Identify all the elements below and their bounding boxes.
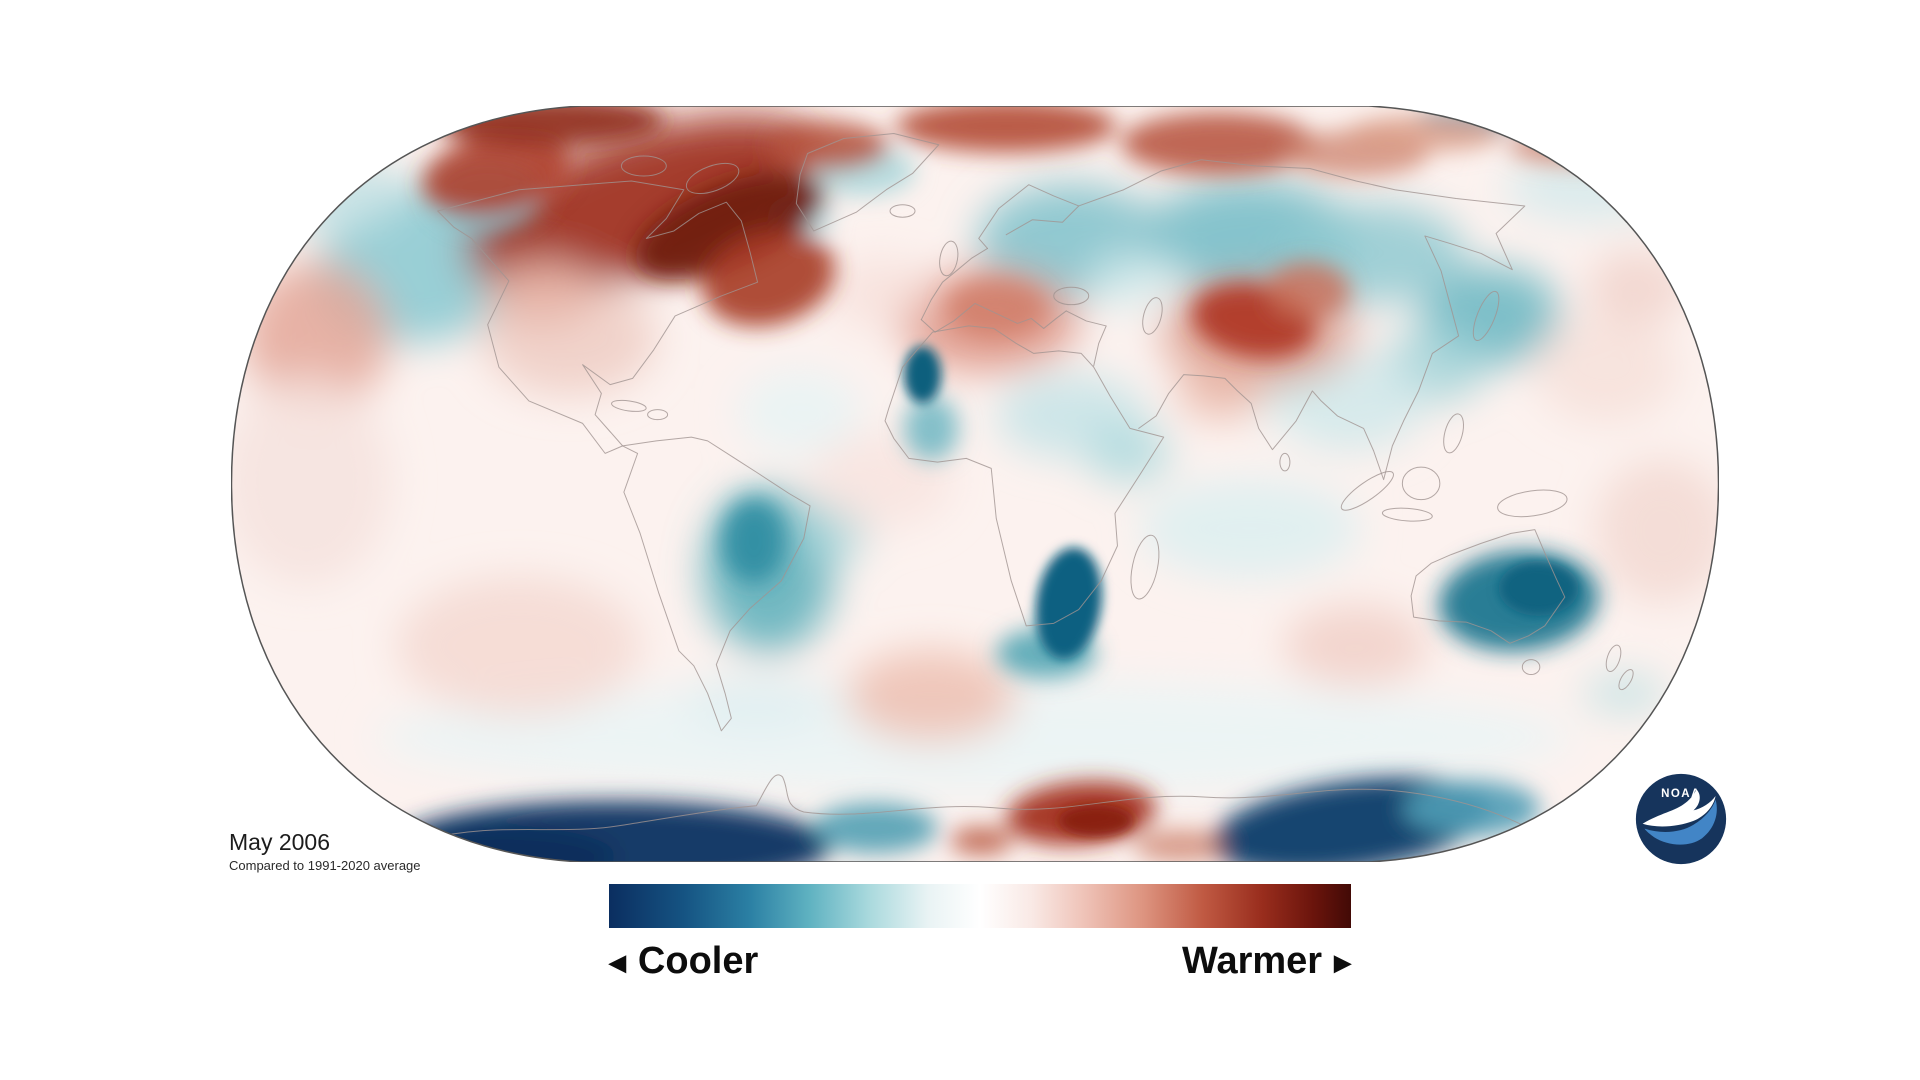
anomaly-blob — [808, 433, 954, 529]
anomaly-blob — [1533, 313, 1679, 424]
anomaly-layer-small — [903, 345, 1579, 838]
anomaly-blob — [737, 369, 863, 455]
coastlines — [418, 132, 1634, 842]
anomaly-blob — [422, 133, 571, 217]
noaa-logo-svg: NOAA — [1635, 773, 1727, 865]
anomaly-blob — [681, 673, 832, 734]
anomaly-blob — [396, 575, 642, 716]
coast-africa — [884, 325, 1165, 627]
anomaly-blob — [1133, 829, 1229, 862]
coast-asia — [1078, 159, 1526, 481]
warmer-arrow-icon: ▶ — [1334, 949, 1351, 975]
coast-australia — [1410, 529, 1566, 644]
anomaly-blob — [1267, 262, 1350, 320]
anomaly-blob — [1121, 112, 1317, 175]
anomaly-blob — [846, 649, 1017, 743]
anomaly-blob — [1498, 560, 1579, 616]
noaa-seagull-icon — [1642, 789, 1716, 827]
anomaly-blob — [634, 172, 823, 280]
map-title-block: May 2006 Compared to 1991-2020 average — [229, 829, 421, 874]
world-map — [231, 106, 1719, 862]
anomaly-blob — [393, 800, 832, 862]
anomaly-blob — [1402, 780, 1540, 836]
coast-anatolia — [1065, 310, 1107, 367]
coast-greenland — [795, 132, 940, 232]
anomaly-blob — [375, 680, 1575, 794]
globe-outline — [231, 106, 1719, 862]
cooler-label: Cooler — [637, 940, 759, 982]
colorbar-gradient — [609, 884, 1351, 928]
anomaly-blob — [1346, 114, 1504, 153]
coast-scandinavia — [978, 184, 1080, 249]
colorbar-legend: ◀ Cooler Warmer ▶ — [609, 940, 1351, 983]
anomaly-blob — [721, 498, 787, 584]
anomaly-blob — [1058, 804, 1134, 838]
anomaly-blob — [1582, 673, 1668, 714]
noaa-logo: NOAA — [1633, 771, 1729, 867]
anomaly-blob — [485, 259, 598, 328]
anomaly-blob — [1283, 604, 1429, 688]
coast-europe-south — [920, 302, 1067, 333]
coast-south-america — [622, 436, 811, 732]
anomaly-blob — [231, 375, 392, 586]
anomaly-blob — [826, 257, 937, 330]
anomaly-blob — [1086, 423, 1172, 484]
anomaly-blob — [243, 262, 389, 413]
warmer-legend: Warmer ▶ — [1182, 940, 1351, 983]
map-baseline-subtitle: Compared to 1991-2020 average — [229, 858, 421, 874]
anomaly-blob — [1594, 458, 1719, 604]
map-date-title: May 2006 — [229, 829, 331, 855]
coast-europe-atlantic — [920, 247, 988, 321]
anomaly-blob — [768, 122, 889, 170]
coast-antarctica — [418, 774, 1535, 842]
anomaly-blob — [702, 230, 836, 327]
coast-north-america — [437, 180, 759, 454]
noaa-logo-text: NOAA — [1661, 788, 1701, 800]
anomaly-blob — [1087, 250, 1188, 311]
warmer-label: Warmer — [1181, 940, 1323, 982]
anomaly-blob — [466, 115, 822, 292]
anomaly-blob — [903, 345, 942, 404]
noaa-logo-lightblue-wave — [1644, 799, 1717, 845]
island-outlines — [611, 155, 1634, 691]
anomaly-blob — [1177, 362, 1265, 420]
anomaly-blob — [812, 803, 938, 854]
anomaly-blob — [896, 106, 1117, 153]
anomaly-blob — [946, 279, 1047, 338]
anomaly-blob — [1503, 152, 1684, 223]
cooler-arrow-icon: ◀ — [609, 949, 626, 975]
world-map-svg — [231, 106, 1719, 862]
anomaly-blob — [903, 395, 959, 461]
anomaly-blob — [950, 827, 1013, 855]
anomaly-blob — [1139, 478, 1360, 579]
anomaly-blob — [1035, 547, 1102, 660]
anomaly-blob — [1579, 106, 1719, 138]
cooler-legend: ◀ Cooler — [609, 940, 758, 983]
